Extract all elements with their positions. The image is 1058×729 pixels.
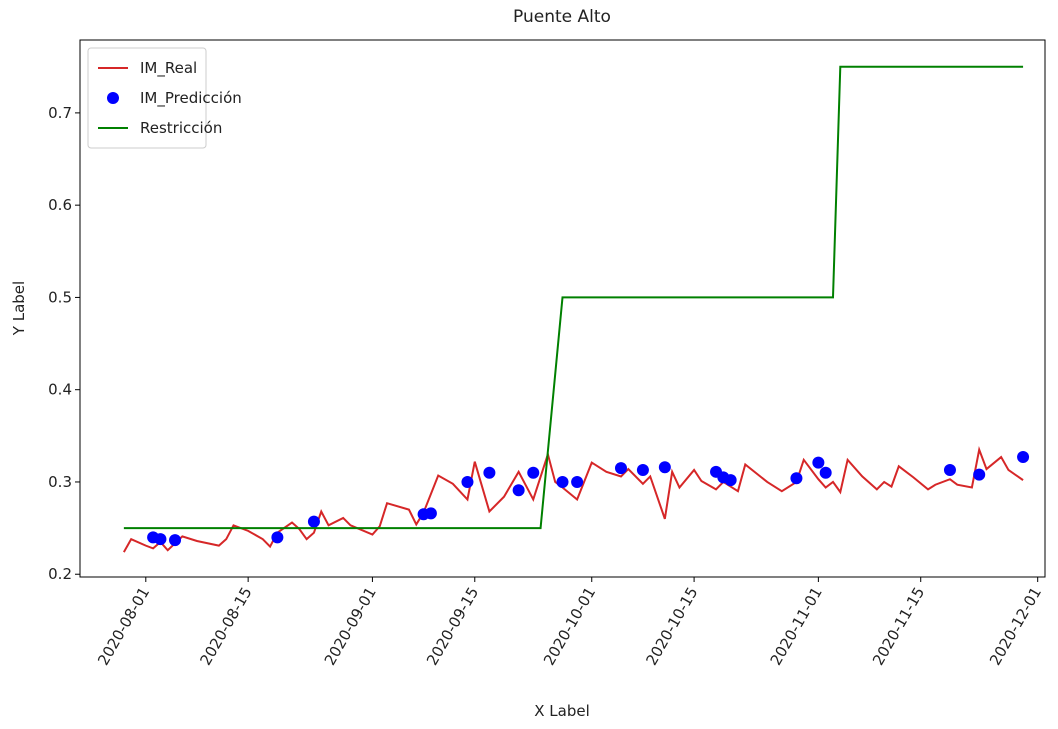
data-point — [271, 531, 284, 544]
data-point — [556, 475, 569, 488]
data-point — [636, 463, 649, 476]
x-tick-label: 2020-09-01 — [321, 584, 380, 669]
y-axis-label: Y Label — [10, 281, 28, 336]
data-point — [483, 466, 496, 479]
y-tick-label: 0.5 — [48, 288, 72, 306]
x-tick-label: 2020-08-01 — [94, 584, 153, 669]
legend-label: Restricción — [140, 119, 222, 137]
x-tick-label: 2020-11-15 — [869, 584, 928, 669]
data-point — [819, 466, 832, 479]
data-point — [571, 475, 584, 488]
data-point — [169, 534, 182, 547]
data-point — [512, 484, 525, 497]
data-point — [307, 515, 320, 528]
x-tick-label: 2020-09-15 — [423, 584, 482, 669]
x-tick-label: 2020-12-01 — [986, 584, 1045, 669]
legend-label: IM_Predicción — [140, 89, 242, 108]
x-tick-label: 2020-10-01 — [540, 584, 599, 669]
y-tick-label: 0.4 — [48, 381, 72, 399]
x-tick-label: 2020-11-01 — [767, 584, 826, 669]
data-point — [424, 507, 437, 520]
data-point — [790, 472, 803, 485]
legend-label: IM_Real — [140, 59, 197, 78]
data-point — [724, 474, 737, 487]
x-axis-label: X Label — [534, 702, 590, 720]
data-point — [973, 468, 986, 481]
data-point — [812, 456, 825, 469]
data-point — [154, 533, 167, 546]
data-point — [614, 462, 627, 475]
legend-box — [87, 47, 207, 149]
data-point — [658, 461, 671, 474]
data-point — [461, 475, 474, 488]
x-tick-label: 2020-10-15 — [642, 584, 701, 669]
data-point — [1017, 451, 1030, 464]
y-tick-label: 0.6 — [48, 196, 72, 214]
plot-frame — [79, 39, 1046, 578]
y-tick-label: 0.3 — [48, 473, 72, 491]
y-tick-label: 0.2 — [48, 565, 72, 583]
x-tick-label: 2020-08-15 — [196, 584, 255, 669]
data-point — [943, 463, 956, 476]
y-tick-label: 0.7 — [48, 104, 72, 122]
data-line — [122, 446, 1024, 553]
data-line — [123, 65, 1024, 530]
data-point — [527, 466, 540, 479]
chart-title: Puente Alto — [513, 7, 611, 27]
legend-marker — [107, 92, 119, 104]
